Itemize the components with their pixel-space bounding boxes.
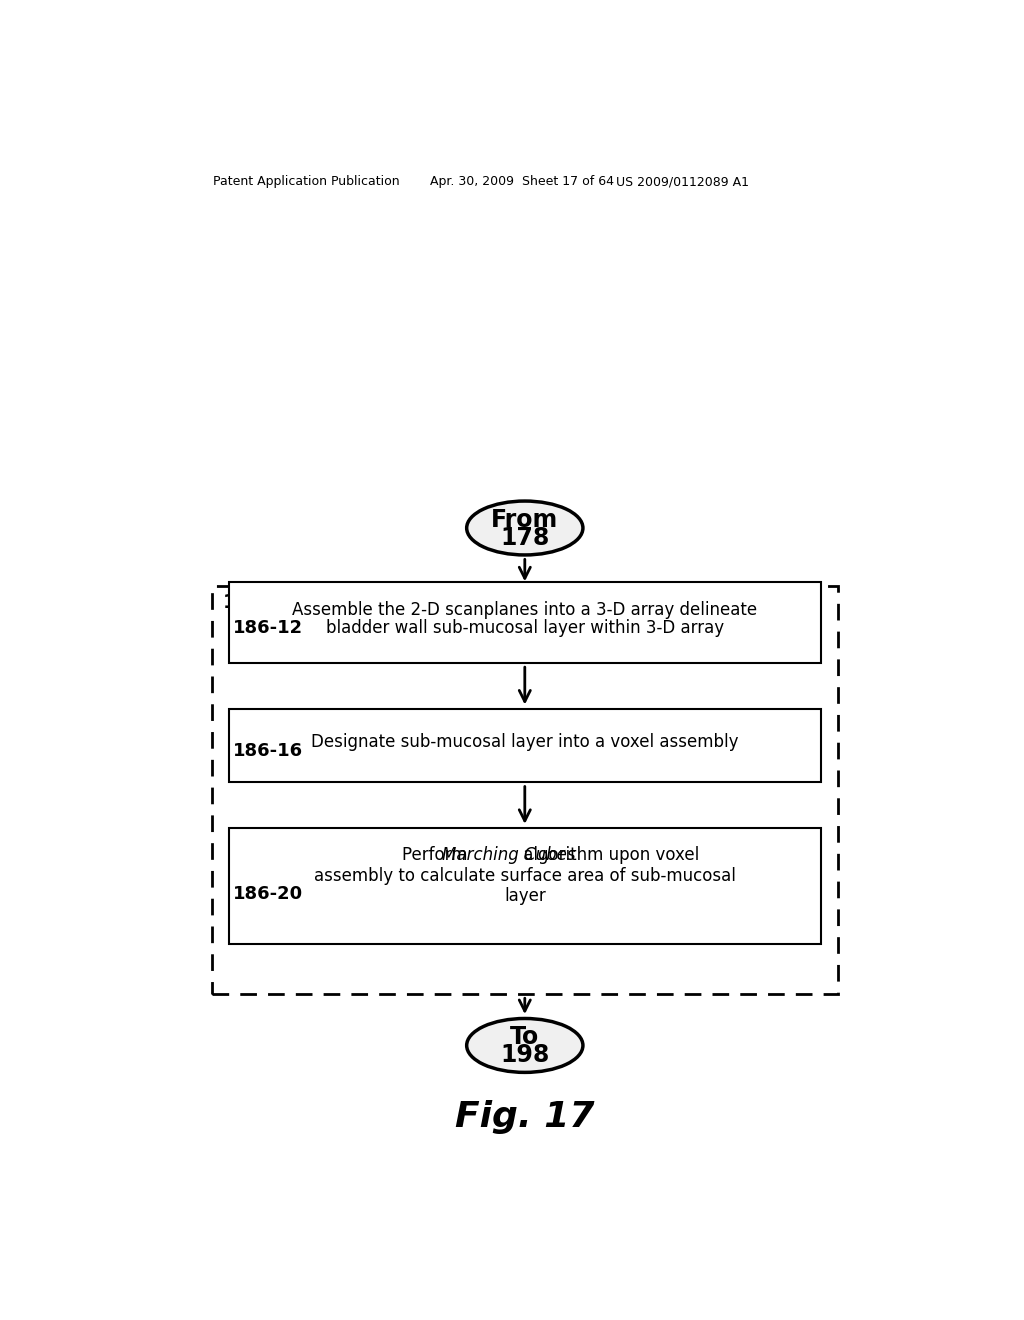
- Text: 186: 186: [222, 594, 263, 612]
- FancyBboxPatch shape: [228, 582, 821, 663]
- Text: Marching Cubes: Marching Cubes: [442, 846, 575, 865]
- FancyBboxPatch shape: [228, 829, 821, 944]
- Text: 186-12: 186-12: [233, 619, 303, 638]
- Text: 186-20: 186-20: [233, 884, 303, 903]
- Text: 178: 178: [500, 525, 550, 550]
- Text: From: From: [492, 507, 558, 532]
- Text: 198: 198: [500, 1043, 550, 1068]
- Text: layer: layer: [504, 887, 546, 906]
- Text: Patent Application Publication: Patent Application Publication: [213, 176, 400, 187]
- FancyBboxPatch shape: [228, 709, 821, 781]
- Text: US 2009/0112089 A1: US 2009/0112089 A1: [616, 176, 750, 187]
- Text: 186-16: 186-16: [233, 742, 303, 760]
- Text: To: To: [510, 1024, 540, 1049]
- Text: Assemble the 2-D scanplanes into a 3-D array delineate: Assemble the 2-D scanplanes into a 3-D a…: [292, 602, 758, 619]
- Ellipse shape: [467, 1019, 583, 1072]
- Text: bladder wall sub-mucosal layer within 3-D array: bladder wall sub-mucosal layer within 3-…: [326, 619, 724, 638]
- Text: algorithm upon voxel: algorithm upon voxel: [518, 846, 699, 865]
- Ellipse shape: [467, 502, 583, 554]
- Text: Designate sub-mucosal layer into a voxel assembly: Designate sub-mucosal layer into a voxel…: [311, 733, 738, 751]
- Text: Perform: Perform: [401, 846, 472, 865]
- Text: Apr. 30, 2009  Sheet 17 of 64: Apr. 30, 2009 Sheet 17 of 64: [430, 176, 614, 187]
- Text: Fig. 17: Fig. 17: [455, 1100, 595, 1134]
- Text: assembly to calculate surface area of sub-mucosal: assembly to calculate surface area of su…: [314, 867, 735, 884]
